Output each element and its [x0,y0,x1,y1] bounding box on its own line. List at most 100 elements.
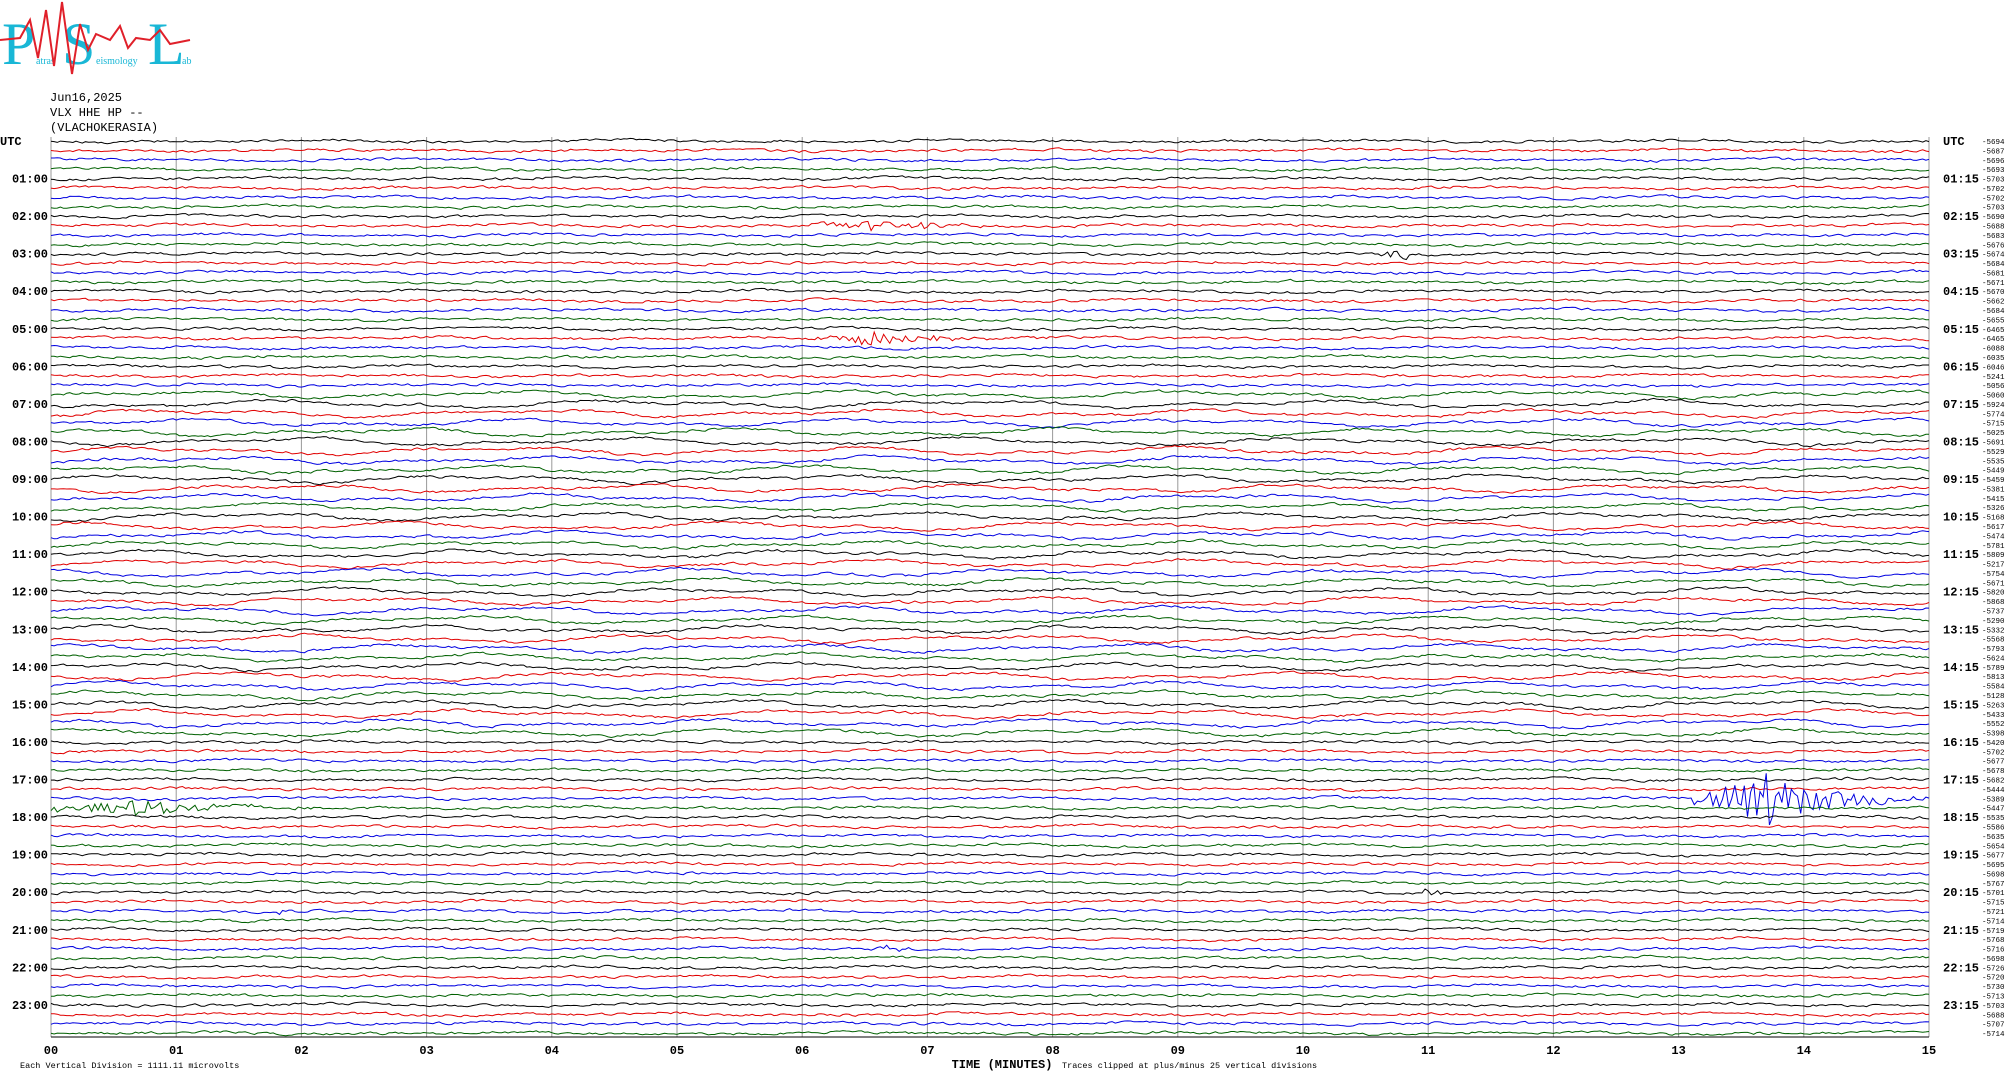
trace-offset: -5617 [1982,524,2005,532]
x-tick-label: 15 [1922,1044,1936,1058]
trace-offset: -5332 [1982,627,2005,635]
x-tick-label: 10 [1296,1044,1310,1058]
x-tick-label: 03 [419,1044,433,1058]
trace-offset: -5720 [1982,975,2005,983]
right-hour-label: 06:15 [1943,360,1979,374]
x-tick-label: 06 [795,1044,809,1058]
trace [50,907,1930,916]
left-hour-label: 16:00 [12,736,48,750]
trace [50,614,1930,626]
right-hour-label: 21:15 [1943,924,1979,938]
x-tick-label: 01 [169,1044,183,1058]
trace [50,689,1930,702]
right-hour-label: 08:15 [1943,435,1979,449]
trace [50,707,1930,720]
trace-offset: -5444 [1982,787,2005,795]
trace [50,194,1930,201]
trace [50,287,1930,295]
trace-offset: -5868 [1982,599,2005,607]
trace-offset: -5681 [1982,270,2005,278]
trace-offset: -5449 [1982,468,2005,476]
x-tick-label: 13 [1671,1044,1685,1058]
right-hour-label: 20:15 [1943,886,1979,900]
trace-offset: -5677 [1982,853,2005,861]
x-tick-label: 14 [1797,1044,1811,1058]
trace-offset: -5290 [1982,618,2005,626]
trace [50,363,1929,370]
left-hour-label: 22:00 [12,961,48,975]
trace [50,954,1930,962]
date: Jun16,2025 [50,91,122,105]
trace-offset: -5713 [1982,993,2005,1001]
trace-offset: -5730 [1982,984,2005,992]
trace [50,297,1930,304]
left-hour-label: 04:00 [12,285,48,299]
trace-offset: -5693 [1982,167,2005,175]
trace-offset: -5767 [1982,881,2005,889]
right-hour-label: 02:15 [1943,210,1979,224]
trace [50,166,1930,173]
trace [50,726,1930,739]
trace [50,595,1930,607]
trace [50,739,1929,745]
trace [50,548,1930,560]
trace [50,698,1930,711]
trace [50,492,1930,504]
trace-offset: -5584 [1982,684,2005,692]
left-hour-label: 14:00 [12,661,48,675]
trace-offset: -5624 [1982,655,2005,663]
left-hour-label: 09:00 [12,473,48,487]
trace [50,832,1930,839]
trace [50,632,1929,645]
trace-offset: -5635 [1982,834,2005,842]
trace-offset: -5241 [1982,374,2005,382]
x-tick-label: 12 [1546,1044,1560,1058]
trace-offset: -5552 [1982,721,2005,729]
trace-offset: -5535 [1982,815,2005,823]
clip-note: Traces clipped at plus/minus 25 vertical… [1062,1061,1317,1071]
trace-offset: -5025 [1982,430,2005,438]
scale-note: Each Vertical Division = 1111.11 microvo… [20,1061,239,1071]
right-hour-label: 04:15 [1943,285,1979,299]
trace [51,814,1930,821]
right-hour-label: 22:15 [1943,961,1979,975]
trace-offset: -5789 [1982,665,2005,673]
left-hour-label: 07:00 [12,398,48,412]
right-hour-label: UTC [1943,135,1965,149]
x-tick-label: 08 [1045,1044,1059,1058]
right-hour-label: 18:15 [1943,811,1979,825]
trace-offset: -6035 [1982,355,2005,363]
left-hour-label: 01:00 [12,173,48,187]
x-axis-label: TIME (MINUTES) [952,1058,1053,1072]
trace-offset: -5655 [1982,317,2005,325]
trace-offset: -6465 [1982,327,2005,335]
right-hour-label: 03:15 [1943,248,1979,262]
left-hour-label: 21:00 [12,924,48,938]
left-hour-label: 13:00 [12,623,48,637]
trace [50,944,1930,953]
trace-offset: -5056 [1982,383,2005,391]
trace [50,851,1930,858]
trace [50,785,1930,793]
trace-offset: -5671 [1982,580,2005,588]
trace [50,344,1930,351]
trace [50,870,1930,877]
trace-offset: -5721 [1982,909,2005,917]
trace-offset: -5781 [1982,543,2005,551]
trace [50,382,1930,389]
trace [50,586,1930,598]
trace [50,259,1930,267]
trace-offset: -5568 [1982,637,2005,645]
trace [50,407,1930,419]
trace-offset: -5447 [1982,806,2005,814]
logo-word: atras [36,56,55,67]
trace [50,231,1930,239]
trace [50,861,1930,868]
trace-offset: -5398 [1982,731,2005,739]
trace-offset: -5688 [1982,224,2005,232]
trace [50,416,1930,429]
right-hour-label: 09:15 [1943,473,1979,487]
trace-offset: -5703 [1982,177,2005,185]
